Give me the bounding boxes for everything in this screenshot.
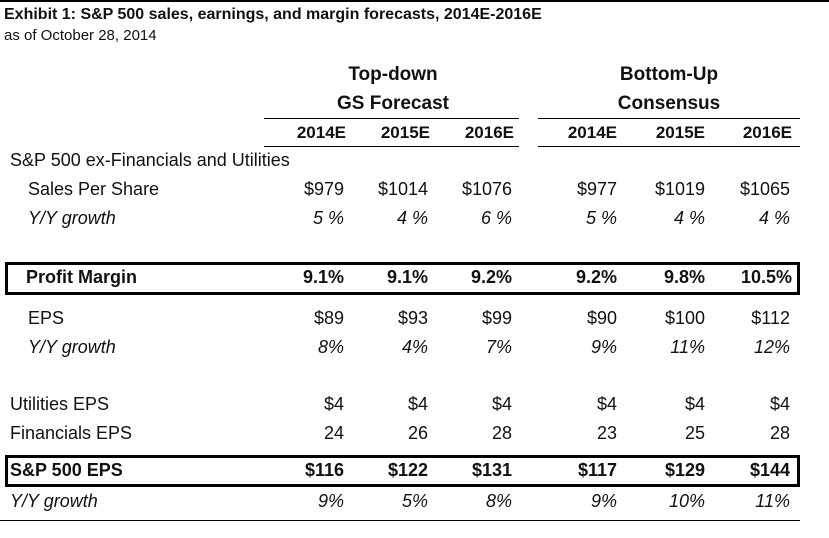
table-cell: $93	[397, 308, 428, 328]
table-cell: 5 %	[585, 208, 617, 228]
section-label: S&P 500 ex-Financials and Utilities	[10, 150, 290, 170]
table-cell: $1014	[377, 179, 428, 199]
row-label-utilities-eps: Utilities EPS	[10, 394, 110, 414]
col-header: 2014E	[567, 123, 617, 142]
row-label-yy-growth: Y/Y growth	[10, 491, 98, 511]
bottomup-header-rule	[538, 118, 800, 119]
table-cell: 4 %	[673, 208, 705, 228]
table-cell: 9%	[590, 491, 617, 511]
table-cell: 9.1%	[386, 267, 428, 287]
row-label-sp500-eps: S&P 500 EPS	[10, 460, 123, 480]
row-label-profit-margin: Profit Margin	[26, 267, 137, 287]
title-rule	[0, 0, 829, 2]
col-header: 2015E	[655, 123, 705, 142]
table-cell: $112	[751, 308, 790, 328]
bottom-rule	[0, 520, 800, 521]
table-cell: 9.2%	[575, 267, 617, 287]
row-label-sales-per-share: Sales Per Share	[28, 179, 160, 199]
col-header: 2014E	[296, 123, 346, 142]
bottomup-header-line1: Bottom-Up	[619, 64, 719, 85]
col-header: 2016E	[742, 123, 792, 142]
table-cell: 8%	[317, 337, 344, 357]
table-cell: 4 %	[758, 208, 790, 228]
table-cell: 26	[407, 423, 428, 443]
table-cell: 28	[491, 423, 512, 443]
table-cell: $89	[313, 308, 344, 328]
table-cell: $4	[323, 394, 344, 414]
table-cell: 12%	[753, 337, 790, 357]
table-cell: 24	[323, 423, 344, 443]
row-label-eps: EPS	[28, 308, 65, 328]
topdown-year-rule	[264, 146, 519, 147]
table-cell: $100	[664, 308, 705, 328]
col-header: 2015E	[380, 123, 430, 142]
table-cell: 4%	[401, 337, 428, 357]
bottomup-year-rule	[538, 146, 800, 147]
row-label-yy-growth: Y/Y growth	[28, 208, 116, 228]
table-cell: 9%	[317, 491, 344, 511]
exhibit-subtitle: as of October 28, 2014	[4, 27, 157, 44]
table-cell: $1065	[739, 179, 790, 199]
row-label-financials-eps: Financials EPS	[10, 423, 133, 443]
table-cell: $1076	[461, 179, 512, 199]
table-cell: $979	[303, 179, 344, 199]
table-cell: 10%	[668, 491, 705, 511]
table-cell: 9.8%	[663, 267, 705, 287]
table-cell: $4	[596, 394, 617, 414]
table-cell: 5%	[401, 491, 428, 511]
table-cell: 25	[684, 423, 705, 443]
table-cell: 9%	[590, 337, 617, 357]
table-cell: 6 %	[480, 208, 512, 228]
table-cell: 23	[596, 423, 617, 443]
table-cell: $99	[481, 308, 512, 328]
topdown-header-line2: GS Forecast	[337, 93, 449, 114]
table-cell: 10.5%	[740, 267, 792, 287]
table-cell: 5 %	[312, 208, 344, 228]
table-cell: $4	[407, 394, 428, 414]
table-cell: 4 %	[396, 208, 428, 228]
table-cell: 8%	[485, 491, 512, 511]
col-header: 2016E	[464, 123, 514, 142]
table-cell: $131	[471, 460, 512, 480]
table-cell: $129	[664, 460, 705, 480]
bottomup-header-line2: Consensus	[617, 93, 721, 114]
table-cell: 9.1%	[302, 267, 344, 287]
topdown-header-rule	[264, 118, 519, 119]
topdown-header-line1: Top-down	[348, 64, 438, 85]
table-cell: $1019	[654, 179, 705, 199]
table-cell: 7%	[485, 337, 512, 357]
table-cell: 28	[769, 423, 790, 443]
profit-margin-box	[5, 262, 800, 295]
table-cell: $4	[491, 394, 512, 414]
table-cell: $977	[576, 179, 617, 199]
exhibit-title: Exhibit 1: S&P 500 sales, earnings, and …	[4, 6, 542, 23]
table-cell: $122	[387, 460, 428, 480]
table-cell: $4	[684, 394, 705, 414]
table-cell: $4	[769, 394, 790, 414]
sp500-eps-box	[5, 455, 800, 487]
table-cell: 11%	[755, 491, 790, 511]
row-label-yy-growth: Y/Y growth	[28, 337, 116, 357]
table-cell: 11%	[670, 337, 705, 357]
table-cell: $90	[586, 308, 617, 328]
table-cell: $117	[577, 460, 617, 480]
table-cell: $144	[749, 460, 790, 480]
table-cell: $116	[304, 460, 344, 480]
table-cell: 9.2%	[470, 267, 512, 287]
